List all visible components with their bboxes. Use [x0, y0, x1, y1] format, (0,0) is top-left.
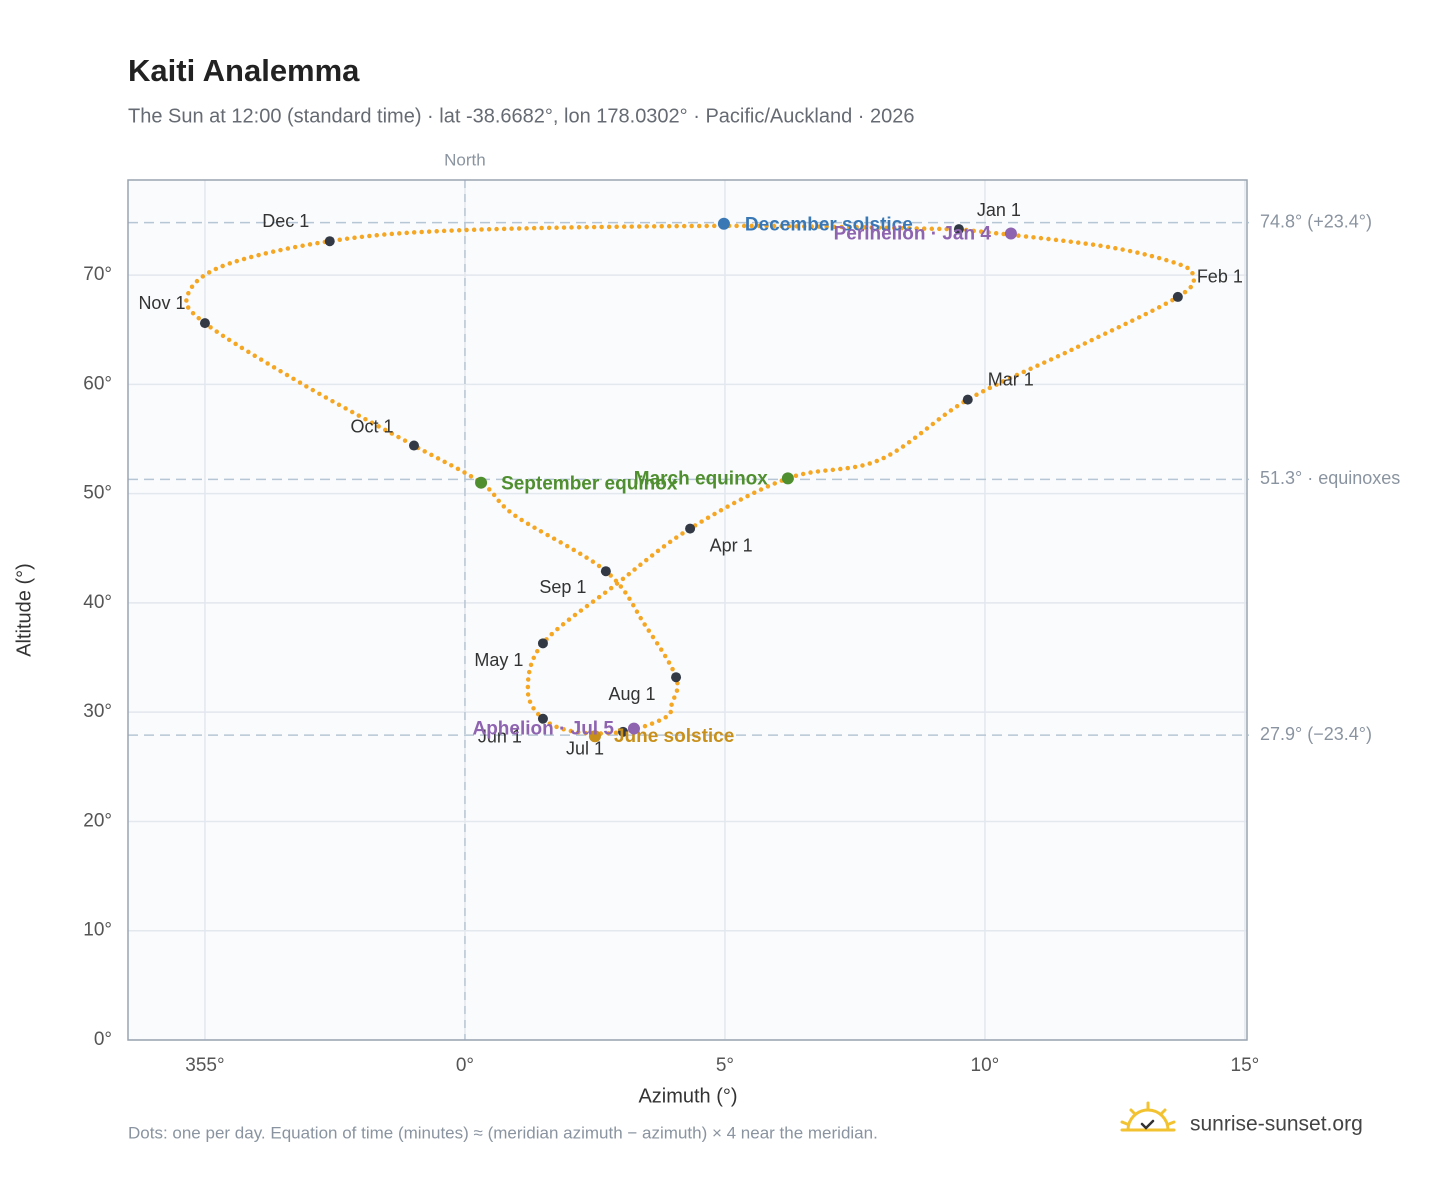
x-tick-label: 0° — [456, 1055, 474, 1076]
month-label: Jun 1 — [478, 726, 522, 746]
event-marker — [717, 217, 730, 230]
month-marker — [1172, 291, 1183, 302]
x-tick-label: 15° — [1231, 1055, 1260, 1076]
month-marker — [600, 566, 611, 577]
analemma-path — [184, 223, 1197, 736]
x-tick-label: 355° — [185, 1055, 224, 1076]
month-label: Aug 1 — [609, 684, 656, 704]
y-axis-label: Altitude (°) — [13, 563, 35, 657]
month-label: Mar 1 — [988, 369, 1034, 389]
y-tick-label: 50° — [83, 483, 112, 504]
event-marker — [781, 472, 794, 485]
x-tick-label: 5° — [716, 1055, 734, 1076]
event-marker — [627, 722, 640, 735]
month-label: Sep 1 — [539, 577, 586, 597]
plot-area — [128, 180, 1247, 1040]
chart-subtitle: The Sun at 12:00 (standard time) · lat -… — [128, 105, 914, 127]
event-marker — [588, 730, 601, 743]
month-marker — [618, 726, 629, 737]
event-label: Aphelion · Jul 5 — [472, 719, 614, 740]
logo-icon — [1120, 1101, 1176, 1132]
footnote: Dots: one per day. Equation of time (min… — [128, 1123, 878, 1142]
event-marker — [1004, 227, 1017, 240]
y-tick-label: 20° — [83, 810, 112, 831]
month-label: Oct 1 — [350, 416, 393, 436]
y-tick-label: 10° — [83, 920, 112, 941]
event-label: Perihelion · Jan 4 — [834, 224, 992, 245]
event-label: September equinox — [501, 474, 678, 495]
month-marker — [324, 236, 335, 247]
x-tick-label: 10° — [971, 1055, 1000, 1076]
north-label: North — [444, 150, 486, 169]
month-label: Apr 1 — [710, 535, 753, 555]
month-label: May 1 — [474, 650, 523, 670]
month-label: Nov 1 — [138, 293, 185, 313]
reference-label: 74.8° (+23.4°) — [1260, 211, 1372, 231]
month-marker — [962, 394, 973, 405]
y-tick-label: 0° — [94, 1029, 112, 1050]
y-tick-label: 70° — [83, 264, 112, 285]
month-label: Dec 1 — [262, 211, 309, 231]
month-marker — [537, 638, 548, 649]
month-marker — [953, 224, 964, 235]
month-label: Jan 1 — [977, 200, 1021, 220]
month-label: Feb 1 — [1197, 267, 1243, 287]
x-axis-label: Azimuth (°) — [638, 1085, 737, 1107]
month-marker — [199, 318, 210, 329]
event-label: June solstice — [614, 726, 734, 747]
month-label: Jul 1 — [566, 739, 604, 759]
month-marker — [408, 440, 419, 451]
plot-border — [127, 179, 1248, 1041]
event-marker — [475, 476, 488, 489]
event-label: December solstice — [745, 215, 913, 236]
month-marker — [685, 523, 696, 534]
source: sunrise-sunset.org — [1190, 1113, 1363, 1136]
chart-title: Kaiti Analemma — [128, 53, 360, 88]
event-label: March equinox — [634, 468, 769, 489]
y-tick-label: 30° — [83, 701, 112, 722]
month-marker — [671, 672, 682, 683]
reference-label: 51.3° · equinoxes — [1260, 468, 1400, 488]
y-tick-label: 40° — [83, 592, 112, 613]
reference-label: 27.9° (−23.4°) — [1260, 724, 1372, 744]
month-marker — [537, 713, 548, 724]
y-tick-label: 60° — [83, 373, 112, 394]
